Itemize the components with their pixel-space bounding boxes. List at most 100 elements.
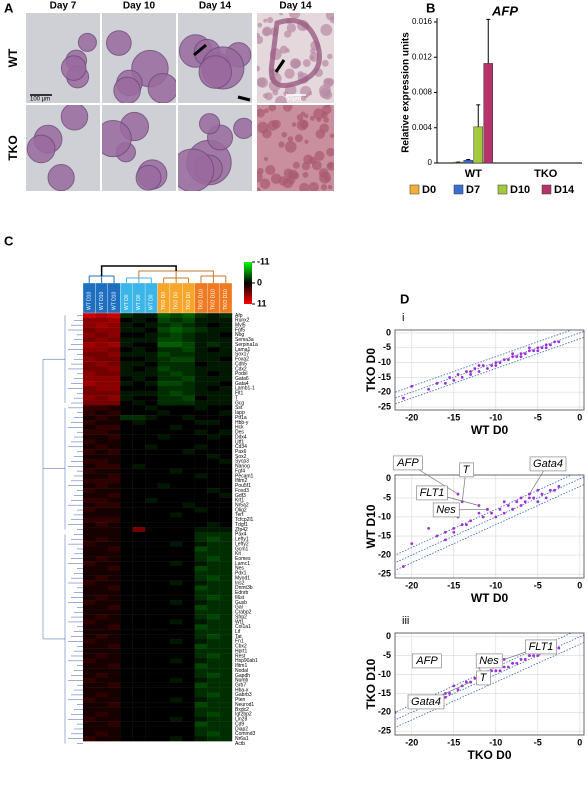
heatmap-cell — [107, 327, 121, 333]
heatmap-cell — [120, 351, 133, 357]
cell — [324, 176, 330, 182]
heatmap-cell — [107, 638, 121, 645]
heatmap-cell — [132, 619, 146, 625]
heatmap-cell — [182, 385, 195, 392]
cell — [263, 18, 268, 23]
heatmap-cell — [182, 624, 195, 630]
heatmap-cell — [95, 361, 109, 367]
heatmap-cell — [169, 468, 183, 474]
heatmap-cell — [182, 565, 195, 572]
heatmap-cell — [182, 600, 195, 606]
data-point — [427, 387, 430, 391]
heatmap-cell — [95, 609, 109, 615]
heatmap-cell — [194, 327, 208, 333]
heatmap-cell — [207, 522, 220, 528]
heatmap-cell — [145, 711, 158, 718]
heatmap-cell — [194, 366, 208, 372]
heatmap-cell — [95, 590, 109, 596]
heatmap-cell — [107, 317, 121, 323]
heatmap-cell — [107, 624, 121, 630]
heatmap-cell — [207, 361, 220, 367]
heatmap-cell — [107, 522, 121, 528]
heatmap-cell — [120, 531, 133, 537]
gene-label: Cdh5 — [235, 361, 247, 367]
heatmap-cell — [219, 434, 233, 440]
cell — [257, 167, 264, 175]
data-point — [473, 367, 477, 370]
heatmap-cell — [95, 322, 109, 328]
heatmap-cell — [207, 356, 220, 362]
heatmap-cell — [83, 444, 96, 450]
heatmap-cell — [145, 424, 158, 430]
heatmap-cell — [169, 595, 183, 601]
heatmap-cell — [219, 541, 233, 547]
heatmap-cell — [95, 614, 109, 620]
heatmap-cell — [157, 317, 171, 323]
heatmap-cell — [145, 658, 158, 664]
heatmap-cell — [169, 454, 183, 460]
heatmap-cell — [132, 497, 146, 503]
y-axis-title: Relative expression units — [401, 32, 412, 153]
data-point — [557, 340, 561, 344]
heatmap-cell — [194, 726, 208, 732]
heatmap-cell — [157, 493, 171, 499]
heatmap-cell — [132, 707, 146, 713]
heatmap-cell — [207, 629, 220, 635]
heatmap-cell — [83, 600, 96, 606]
heatmap-cell — [95, 347, 109, 353]
heatmap-cell — [182, 527, 195, 533]
gene-label: Hprt1 — [235, 648, 247, 654]
heatmap-cell — [182, 609, 195, 615]
heatmap-cell — [194, 658, 208, 664]
day-label: Day 14 — [199, 1, 232, 12]
heatmap-cell — [157, 351, 171, 357]
heatmap-cell — [120, 517, 133, 523]
heatmap-cell — [132, 609, 146, 615]
heatmap-cell — [169, 400, 183, 406]
heatmap-cell — [157, 619, 171, 625]
heatmap-cell — [83, 395, 96, 401]
heatmap-cell — [182, 415, 195, 421]
gene-label: Runx2 — [235, 318, 250, 324]
heatmap-cell — [145, 536, 158, 542]
heatmap-cell — [95, 507, 109, 513]
cell — [267, 16, 274, 24]
heatmap-cell — [120, 478, 133, 484]
heatmap-cell — [132, 512, 146, 518]
heatmap-cell — [120, 595, 133, 601]
heatmap-cell — [83, 697, 96, 703]
heatmap-cell — [157, 381, 171, 387]
heatmap-cell — [132, 702, 146, 708]
data-point — [536, 346, 540, 350]
column-label: WT D0 — [136, 294, 142, 310]
heatmap-cell — [95, 332, 109, 338]
gene-label: Utf1 — [235, 439, 244, 445]
heatmap-cell — [194, 356, 208, 362]
heatmap-cell — [145, 361, 158, 367]
data-point — [519, 504, 523, 507]
heatmap-cell — [132, 634, 146, 640]
heatmap-cell — [194, 473, 208, 479]
heatmap-cell — [107, 575, 121, 581]
heatmap-cell — [95, 390, 109, 396]
heatmap-cell — [107, 531, 121, 537]
annotation-label: Gata4 — [411, 696, 441, 708]
heatmap-cell — [83, 609, 96, 615]
heatmap-cell — [207, 668, 220, 674]
cell — [299, 120, 309, 129]
heatmap-cell — [83, 634, 96, 640]
heatmap-cell — [132, 322, 146, 328]
gene-label: Nog — [235, 332, 244, 338]
heatmap-cell — [132, 473, 146, 479]
heatmap-cell — [120, 322, 133, 328]
heatmap-cell — [182, 541, 195, 547]
heatmap-cell — [120, 697, 133, 703]
heatmap-cell — [207, 702, 220, 708]
heatmap-cell — [157, 687, 171, 693]
heatmap-cell — [207, 473, 220, 479]
cell — [264, 92, 273, 101]
heatmap-cell — [219, 668, 233, 674]
heatmap-cell — [107, 371, 121, 377]
heatmap-cell — [169, 561, 183, 567]
heatmap-cell — [132, 400, 146, 406]
